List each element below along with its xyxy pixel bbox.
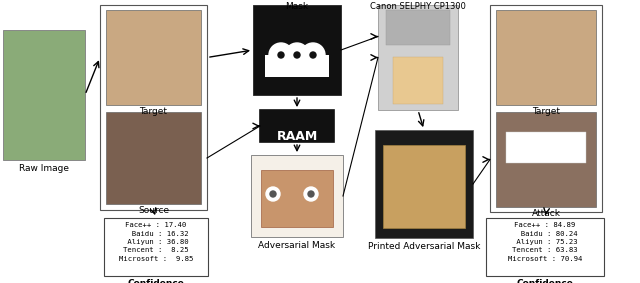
Text: Attack: Attack	[531, 209, 561, 218]
Bar	[496, 10, 596, 105]
Circle shape	[308, 191, 314, 197]
Bar	[496, 112, 596, 207]
Bar	[260, 110, 334, 142]
Text: Canon SELPHY CP1300: Canon SELPHY CP1300	[370, 2, 466, 11]
Bar	[3, 30, 85, 160]
Bar	[104, 218, 208, 276]
Text: Printed Adversarial Mask: Printed Adversarial Mask	[368, 242, 480, 251]
Text: Target: Target	[140, 107, 168, 116]
Text: Raw Image: Raw Image	[19, 164, 69, 173]
Text: RAAM: RAAM	[276, 130, 317, 143]
Bar	[490, 5, 602, 212]
Circle shape	[294, 52, 300, 58]
Bar	[106, 10, 201, 105]
Circle shape	[310, 52, 316, 58]
Circle shape	[301, 43, 325, 67]
Text: Target: Target	[532, 107, 560, 116]
Circle shape	[278, 52, 284, 58]
Bar	[251, 155, 343, 237]
Circle shape	[270, 191, 276, 197]
Bar	[393, 57, 443, 104]
Circle shape	[304, 187, 318, 201]
Bar	[506, 132, 586, 163]
Text: Confidence: Confidence	[127, 279, 184, 283]
Bar	[100, 5, 207, 210]
Bar	[375, 130, 473, 238]
Bar	[386, 10, 450, 45]
Text: Mask: Mask	[285, 2, 308, 11]
Circle shape	[285, 43, 309, 67]
Bar	[378, 5, 458, 110]
Bar	[383, 145, 465, 228]
Text: Confidence: Confidence	[516, 279, 573, 283]
Text: Face++ : 84.89
  Baidu : 80.24
 Aliyun : 75.23
Tencent : 63.83
Microsoft : 70.94: Face++ : 84.89 Baidu : 80.24 Aliyun : 75…	[508, 222, 582, 262]
Bar	[486, 218, 604, 276]
Circle shape	[266, 187, 280, 201]
Text: Face++ : 17.40
  Baidu : 16.32
 Aliyun : 36.80
Tencent :  8.25
Microsoft :  9.85: Face++ : 17.40 Baidu : 16.32 Aliyun : 36…	[119, 222, 193, 262]
Bar	[261, 170, 333, 227]
Text: Adversarial Mask: Adversarial Mask	[259, 241, 335, 250]
Text: Source: Source	[138, 206, 169, 215]
Bar	[106, 112, 201, 204]
Circle shape	[269, 43, 293, 67]
Bar	[253, 5, 341, 95]
Bar	[265, 55, 329, 77]
